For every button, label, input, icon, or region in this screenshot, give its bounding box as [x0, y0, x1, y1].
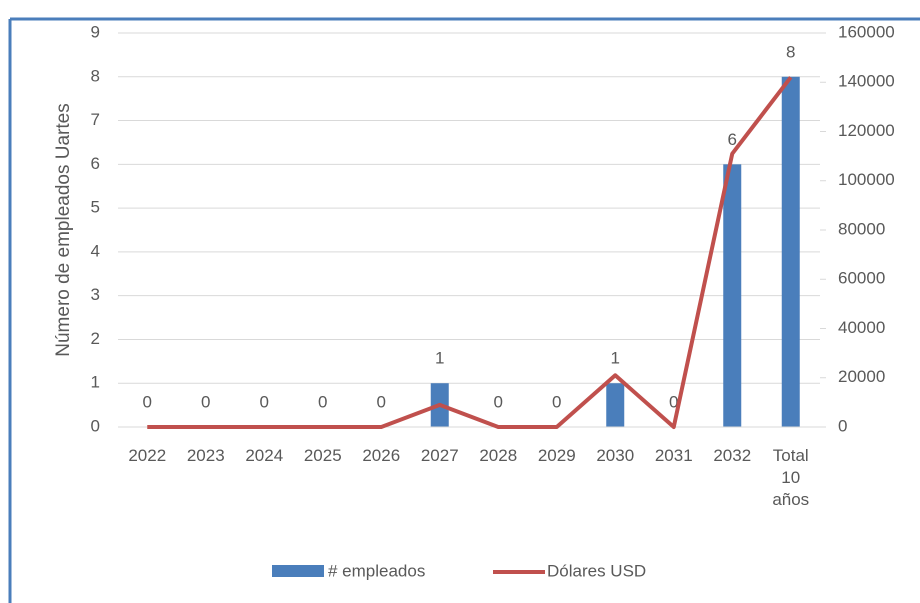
- x-tick-label: 2030: [596, 446, 635, 465]
- y-tick-label: 7: [91, 110, 100, 129]
- data-label: 1: [435, 349, 444, 368]
- y2-tick-label: 120000: [838, 121, 895, 140]
- data-label: 0: [377, 392, 386, 411]
- x-tick-label: 2031: [654, 446, 693, 465]
- y2-tick-label: 140000: [838, 72, 895, 91]
- x-tick-label: 2022: [128, 446, 167, 465]
- bar: [723, 164, 742, 428]
- bar: [781, 76, 800, 428]
- x-tick-label: 2029: [537, 446, 576, 465]
- bar: [606, 383, 625, 427]
- y2-tick-label: 0: [838, 416, 847, 435]
- y-tick-label: 1: [91, 373, 100, 392]
- y2-tick-label: 100000: [838, 170, 895, 189]
- data-label: 0: [318, 392, 327, 411]
- y-tick-label: 9: [91, 22, 100, 41]
- y2-tick-label: 80000: [838, 219, 885, 238]
- y-axis-label: Número de empleados Uartes: [53, 103, 74, 356]
- data-label: 0: [552, 392, 561, 411]
- y2-tick-label: 60000: [838, 269, 885, 288]
- y-tick-label: 0: [91, 416, 100, 435]
- y-tick-label: 2: [91, 329, 100, 348]
- x-tick-label: Total 10 años: [772, 446, 810, 509]
- x-tick-label: 2023: [186, 446, 225, 465]
- data-label: 0: [260, 392, 269, 411]
- x-tick-label: 2028: [479, 446, 518, 465]
- y-tick-label: 5: [91, 198, 100, 217]
- y2-tick-label: 20000: [838, 367, 885, 386]
- data-label: 6: [728, 130, 737, 149]
- y2-tick-label: 40000: [838, 318, 885, 337]
- legend-label: # empleados: [328, 561, 425, 580]
- x-tick-label: 2026: [362, 446, 401, 465]
- line-series: [147, 76, 793, 429]
- y-tick-label: 6: [91, 154, 100, 173]
- x-tick-label: 2032: [713, 446, 752, 465]
- legend-swatch: [272, 565, 324, 577]
- x-tick-label: 2027: [420, 446, 459, 465]
- data-label: 0: [669, 392, 678, 411]
- data-label: 0: [201, 392, 210, 411]
- y-tick-label: 3: [91, 285, 100, 304]
- data-label: 0: [494, 392, 503, 411]
- y2-tick-label: 160000: [838, 22, 895, 41]
- x-tick-label: 2025: [303, 446, 342, 465]
- data-label: 0: [143, 392, 152, 411]
- x-tick-label: 2024: [245, 446, 284, 465]
- data-label: 8: [786, 42, 795, 61]
- y-tick-label: 8: [91, 66, 100, 85]
- legend-label: Dólares USD: [547, 561, 646, 580]
- data-label: 1: [611, 349, 620, 368]
- y-tick-label: 4: [91, 241, 100, 260]
